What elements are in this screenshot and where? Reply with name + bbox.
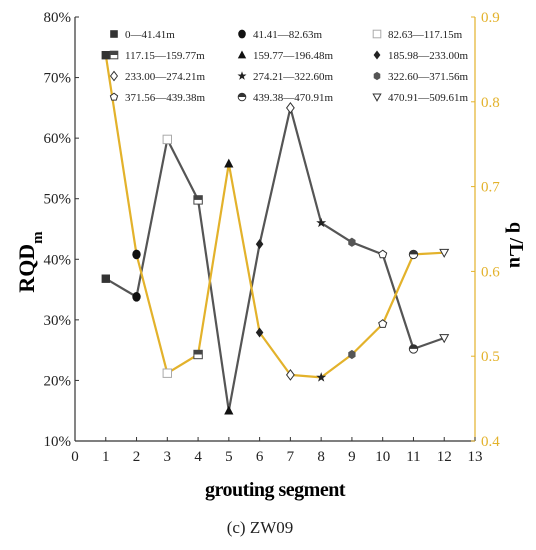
legend-marker-12	[372, 93, 382, 102]
legend-label-5: 159.77—196.48m	[253, 50, 334, 62]
data-point-right-8	[316, 372, 327, 382]
legend-marker-8	[237, 71, 247, 80]
legend-label-7: 233.00—274.21m	[125, 71, 206, 83]
legend-label-1: 0—41.41m	[125, 29, 175, 41]
data-point-right-5	[224, 158, 234, 168]
x-tick-label: 5	[225, 449, 233, 465]
axes: 0 1 2 3 4 5 6 7 8 9 10 11 12 1310%20%30%40%50%60%70%8…	[44, 10, 501, 465]
x-tick-label: 6	[256, 449, 264, 465]
y-left-tick-label: 70%	[44, 71, 72, 87]
legend: 0—41.41m 41.41—82.63m 82.63—117.15m 117.15—…	[109, 29, 469, 104]
data-point-right-4	[193, 349, 203, 360]
x-tick-label: 9	[348, 449, 356, 465]
y-right-tick-label: 0.9	[481, 10, 500, 26]
y-right-tick-label: 0.7	[481, 180, 500, 196]
x-tick-label: 0	[71, 449, 79, 465]
series-lines	[104, 55, 445, 412]
x-axis-label: grouting segment	[205, 479, 346, 501]
data-point-right-3	[162, 368, 173, 378]
y-axis-left-label-sub: m	[30, 231, 46, 244]
legend-label-4: 117.15—159.77m	[125, 50, 205, 62]
legend-label-11: 439.38—470.91m	[253, 92, 334, 104]
x-tick-label: 8	[317, 449, 325, 465]
x-tick-label: 11	[406, 449, 420, 465]
legend-marker-6	[373, 50, 381, 60]
y-right-tick-label: 0.4	[481, 434, 500, 450]
y-left-tick-label: 40%	[44, 252, 72, 268]
data-point-left-10	[378, 249, 388, 259]
legend-marker-1	[110, 30, 118, 38]
x-tick-label: 10	[375, 449, 390, 465]
data-point-left-2	[132, 291, 141, 302]
y-left-tick-label: 20%	[44, 373, 72, 389]
data-point-right-11	[408, 249, 419, 260]
data-point-left-5	[224, 405, 234, 415]
data-point-left-1	[101, 274, 110, 283]
legend-marker-11	[237, 92, 247, 102]
x-tick-label: 7	[287, 449, 295, 465]
series-markers	[101, 51, 450, 415]
legend-label-6: 185.98—233.00m	[388, 50, 469, 62]
series-line-left-axis	[105, 106, 445, 412]
legend-label-10: 371.56—439.38m	[125, 92, 206, 104]
x-tick-label: 3	[164, 449, 172, 465]
data-point-left-11	[408, 344, 419, 354]
y-axis-left-label-main: RQD	[14, 244, 39, 293]
legend-marker-10	[109, 92, 119, 101]
legend-label-8: 274.21—322.60m	[253, 71, 334, 83]
x-tick-label: 2	[133, 449, 141, 465]
y-right-tick-label: 0.6	[481, 264, 500, 280]
legend-marker-9	[373, 71, 381, 81]
legend-marker-7	[109, 70, 119, 82]
x-tick-label: 4	[194, 449, 202, 465]
y-axis-left-label: RQDm	[14, 231, 46, 293]
x-tick-label: 12	[437, 449, 452, 465]
data-point-left-9	[348, 237, 356, 247]
data-point-right-1	[101, 51, 110, 60]
legend-marker-5	[237, 50, 247, 59]
data-point-right-12	[439, 248, 450, 258]
y-left-tick-label: 10%	[44, 434, 72, 450]
y-left-tick-label: 30%	[44, 313, 72, 329]
data-point-left-7	[285, 102, 295, 114]
legend-label-9: 322.60—371.56m	[388, 71, 469, 83]
legend-label-3: 82.63—117.15m	[388, 29, 463, 41]
data-point-right-2	[132, 249, 141, 260]
y-axis-right-label: q /Lu	[505, 222, 527, 268]
data-point-left-12	[439, 334, 450, 344]
data-point-right-9	[348, 349, 356, 360]
legend-label-2: 41.41—82.63m	[253, 29, 323, 41]
y-right-tick-label: 0.8	[481, 95, 500, 111]
y-left-tick-label: 80%	[44, 10, 72, 26]
data-point-left-6	[255, 239, 264, 250]
data-point-left-8	[316, 217, 327, 228]
legend-marker-2	[238, 29, 246, 39]
x-tick-label: 1	[102, 449, 110, 465]
legend-marker-4	[109, 50, 119, 60]
legend-marker-3	[372, 29, 382, 39]
data-point-left-3	[162, 134, 173, 145]
data-point-right-7	[285, 369, 295, 381]
data-point-left-4	[193, 195, 203, 205]
y-right-tick-label: 0.5	[481, 349, 500, 365]
legend-label-12: 470.91—509.61m	[388, 92, 469, 104]
figure-caption: (c) ZW09	[227, 518, 294, 537]
y-left-tick-label: 50%	[44, 192, 72, 208]
data-point-right-6	[255, 327, 264, 338]
x-tick-label: 13	[468, 449, 483, 465]
series-line-right-axis	[104, 55, 445, 379]
data-point-right-10	[378, 319, 388, 328]
y-left-tick-label: 60%	[44, 131, 72, 147]
